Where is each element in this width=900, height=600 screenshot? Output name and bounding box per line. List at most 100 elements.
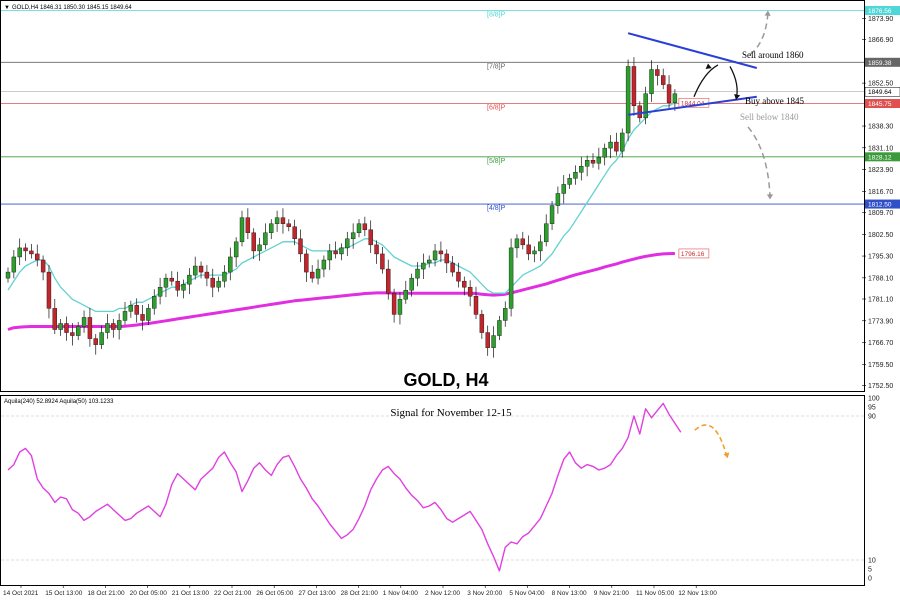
time-tick-label: 14 Oct 2021 [3,590,39,597]
candle-body [345,238,350,249]
level-label: [8/8]P [487,12,506,19]
candle-body [655,69,660,76]
candle-body [105,323,110,333]
candle-body [157,286,163,297]
candle-body [473,296,479,315]
time-tick-label: 8 Nov 13:00 [552,590,587,597]
candle-body [81,317,87,327]
osc-tick-label: 95 [868,405,876,412]
candle-body [128,305,134,312]
candle-body [46,271,52,309]
candle-body [152,296,157,309]
candle-body [280,217,286,224]
candle-body [99,332,104,345]
candle-body [210,277,215,288]
candle-body [192,265,198,276]
triangle-lower-line [627,95,757,116]
candle-body [333,250,338,255]
candle-body [140,314,145,321]
candle-body [672,93,678,103]
time-tick-label: 18 Oct 21:00 [87,590,125,597]
time-tick-label: 20 Oct 05:00 [130,590,168,597]
current-price-value: 1849.64 [868,89,892,96]
arrow-up-head [705,63,712,69]
price-tick-label: 1802.50 [868,232,893,239]
candle-body [257,244,262,252]
candle-body [508,247,514,309]
price-tick-label: 1809.70 [868,210,893,217]
candle-body [485,332,490,348]
candle-body [315,268,321,279]
oscillator-line [7,402,682,572]
candle-body [497,320,502,336]
symbol-header: GOLD,H4 1846.31 1850.30 1845.15 1849.64 [12,5,132,11]
candle-body [444,253,449,264]
candle-body [625,66,631,134]
candle-body [87,317,93,339]
time-tick-label: 28 Oct 21:00 [341,590,379,597]
forecast-arrows [693,10,774,200]
candle-body [637,105,642,119]
candle-body [146,308,151,321]
candle-body [5,271,11,279]
candle-body [409,277,414,291]
candle-body [269,223,274,233]
candle-body [462,280,467,288]
candle-body [11,256,17,273]
candle-body [549,205,555,224]
level-tag-value: 1876.56 [868,8,892,15]
annotation-buy-above: Buy above 1845 [745,96,804,106]
time-tick-label: 22 Oct 21:00 [214,590,252,597]
annotation-sell-around: Sell around 1860 [742,50,804,60]
forecast-down-head [766,194,774,200]
ma-fast-line [7,102,676,313]
time-tick-label: 5 Nov 04:00 [509,590,544,597]
time-tick-label: 2 Nov 12:00 [425,590,460,597]
level-tag-value: 1812.50 [868,202,892,209]
candle-body [298,238,303,255]
ma-slow-tag [678,248,710,259]
forecast-up-path [749,11,769,55]
level-tag-value: 1845.75 [868,101,892,108]
candle-body [245,217,251,233]
forecast-up-head [764,10,771,16]
candle-body [122,311,128,321]
time-tick-label: 11 Nov 05:00 [636,590,675,597]
price-tick-label: 1781.10 [868,296,893,303]
murrey-levels: [8/8]P 1876.56 [7/8]P 1859.38 [6/8]P 1845.75 [… [1,6,900,212]
chart-dropdown-icon[interactable]: ▼ [4,5,10,11]
level-tag [865,6,900,16]
candle-body [584,160,590,167]
candle-body [75,326,81,336]
candle-body [187,274,192,285]
price-tick-label: 1873.90 [868,16,893,23]
candle-body [70,332,75,336]
candle-body [350,232,356,240]
candle-body [274,217,280,224]
candle-body [239,217,245,243]
candle-body [181,283,186,291]
candle-body [631,66,637,106]
price-tick-label: 1823.90 [868,167,893,174]
arrow-up-path [693,64,719,97]
candle-body [169,277,175,282]
candle-body [544,223,549,243]
candle-body [397,299,403,315]
forecast-down-path [747,126,771,197]
candle-body [561,184,566,194]
time-tick-label: 9 Nov 21:00 [594,590,629,597]
candle-body [29,250,34,255]
candle-body [590,160,596,164]
price-tick-label: 1773.90 [868,318,893,325]
candle-body [579,166,584,173]
candle-body [520,238,525,246]
price-tick-label: 1831.10 [868,145,893,152]
candle-body [321,259,327,270]
oscillator [7,402,730,572]
candle-body [339,247,344,255]
candle-body [222,271,227,282]
candle-body [514,238,520,249]
candle-body [251,232,256,252]
candle-body [421,262,426,270]
